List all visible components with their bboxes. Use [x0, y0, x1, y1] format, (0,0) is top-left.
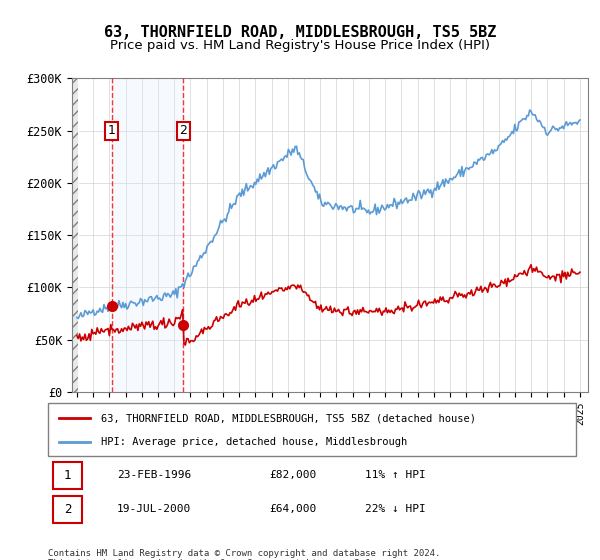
Text: 1: 1	[108, 124, 116, 137]
Bar	[69, 78, 79, 392]
Text: 2: 2	[64, 503, 71, 516]
Text: 2: 2	[179, 124, 187, 137]
Bar	[112, 78, 183, 392]
Text: Contains HM Land Registry data © Crown copyright and database right 2024.
This d: Contains HM Land Registry data © Crown c…	[48, 549, 440, 560]
Text: HPI: Average price, detached house, Middlesbrough: HPI: Average price, detached house, Midd…	[101, 436, 407, 446]
Text: 19-JUL-2000: 19-JUL-2000	[116, 505, 191, 514]
FancyBboxPatch shape	[48, 403, 576, 456]
Text: 63, THORNFIELD ROAD, MIDDLESBROUGH, TS5 5BZ (detached house): 63, THORNFIELD ROAD, MIDDLESBROUGH, TS5 …	[101, 413, 476, 423]
Text: £64,000: £64,000	[270, 505, 317, 514]
Text: 63, THORNFIELD ROAD, MIDDLESBROUGH, TS5 5BZ: 63, THORNFIELD ROAD, MIDDLESBROUGH, TS5 …	[104, 25, 496, 40]
Text: 11% ↑ HPI: 11% ↑ HPI	[365, 470, 425, 480]
Text: Price paid vs. HM Land Registry's House Price Index (HPI): Price paid vs. HM Land Registry's House …	[110, 39, 490, 52]
Text: £82,000: £82,000	[270, 470, 317, 480]
Text: 22% ↓ HPI: 22% ↓ HPI	[365, 505, 425, 514]
Text: 23-FEB-1996: 23-FEB-1996	[116, 470, 191, 480]
Text: 1: 1	[64, 469, 71, 482]
FancyBboxPatch shape	[53, 496, 82, 523]
FancyBboxPatch shape	[53, 461, 82, 489]
Bar	[61, 78, 78, 392]
